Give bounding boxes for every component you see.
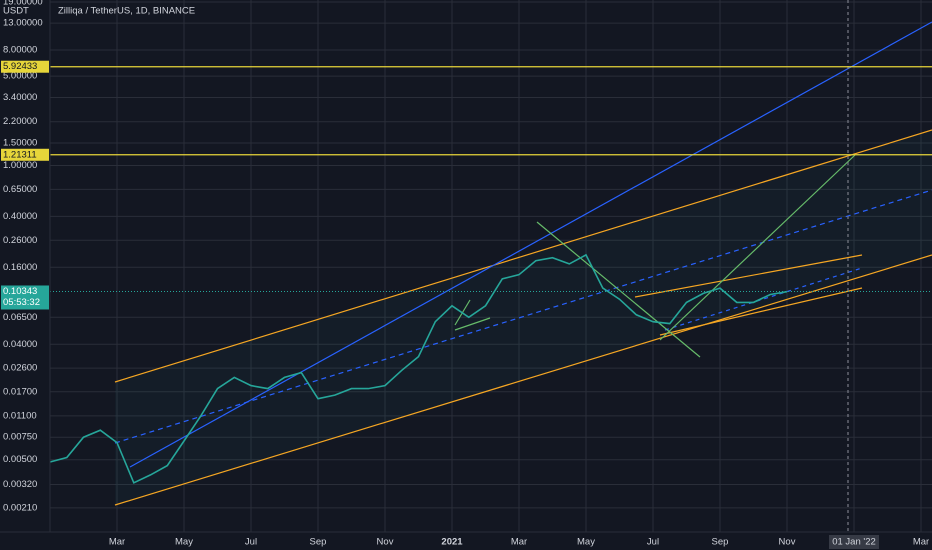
level-label-bg [1, 60, 49, 73]
x-tick-label: May [577, 537, 595, 548]
y-tick-label: 0.00500 [3, 454, 37, 465]
trendline [659, 154, 856, 341]
crosshair-label-bg [829, 535, 879, 549]
x-tick-label: Mar [511, 537, 527, 548]
trendline [114, 254, 932, 506]
countdown-label: 05:53:32 [3, 297, 40, 308]
x-tick-label: Sep [712, 537, 729, 548]
y-tick-label: 19.00000 [3, 0, 43, 8]
x-tick-label: Jul [647, 537, 659, 548]
x-tick-label: Nov [377, 537, 394, 548]
x-tick-label: Sep [310, 537, 327, 548]
trendline [114, 189, 932, 444]
y-tick-label: 0.02600 [3, 363, 37, 374]
price-axis [0, 0, 50, 532]
y-tick-label: 0.00210 [3, 502, 37, 513]
x-tick-label: May [175, 537, 193, 548]
x-tick-label: Jul [245, 537, 257, 548]
unit-label: USDT [3, 6, 29, 17]
level-label: 5.92433 [3, 61, 37, 72]
y-tick-label: 2.20000 [3, 116, 37, 127]
chart-title: Zilliqa / TetherUS, 1D, BINANCE [58, 6, 195, 17]
y-tick-label: 0.65000 [3, 184, 37, 195]
channel-fill [115, 130, 932, 505]
drawings [114, 0, 932, 532]
y-tick-label: 5.00000 [3, 71, 37, 82]
trendline [114, 129, 932, 383]
y-tick-label: 0.04000 [3, 339, 37, 350]
level-label-bg [1, 148, 49, 161]
y-tick-label: 0.00320 [3, 479, 37, 490]
y-tick-label: 0.06500 [3, 312, 37, 323]
level-label: 1.21311 [3, 149, 37, 160]
last-price-bg [1, 285, 49, 310]
last-price-label: 0.10343 [3, 286, 37, 297]
y-tick-label: 0.01700 [3, 386, 37, 397]
y-tick-label: 13.00000 [3, 18, 43, 29]
x-tick-label: 2021 [441, 537, 463, 548]
price-line [49, 253, 788, 484]
trendline [664, 267, 863, 331]
trendline [454, 317, 491, 331]
y-tick-label: 1.50000 [3, 138, 37, 149]
y-tick-label: 8.00000 [3, 45, 37, 56]
trendline [634, 254, 863, 298]
trendline [536, 221, 701, 358]
trendline [659, 287, 863, 336]
y-tick-label: 3.40000 [3, 92, 37, 103]
y-tick-label: 0.16000 [3, 262, 37, 273]
y-tick-label: 1.00000 [3, 160, 37, 171]
y-tick-label: 0.26000 [3, 235, 37, 246]
x-tick-label: Mar [109, 537, 125, 548]
x-tick-label: 01 Jan '22 [832, 537, 876, 548]
trendline [129, 21, 932, 468]
x-tick-label: Mar [913, 537, 929, 548]
y-tick-label: 0.00750 [3, 432, 37, 443]
x-tick-label: Nov [779, 537, 796, 548]
y-tick-label: 0.40000 [3, 211, 37, 222]
y-tick-label: 0.01100 [3, 410, 37, 421]
